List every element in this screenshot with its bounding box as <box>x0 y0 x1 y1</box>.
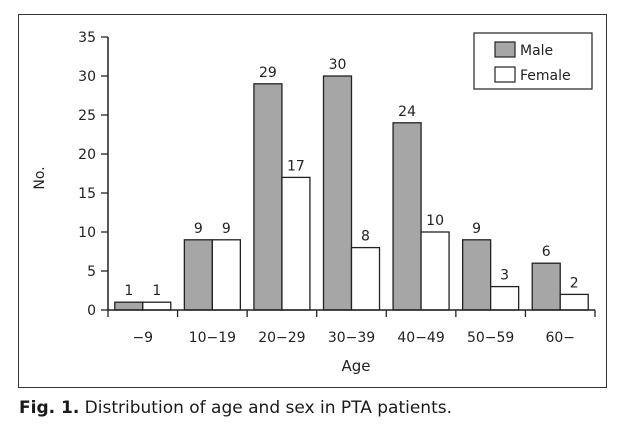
y-tick-label-0: 0 <box>87 303 96 319</box>
x-tick-label-2: 20−29 <box>258 330 305 346</box>
x-tick-label-1: 10−19 <box>189 330 236 346</box>
legend-box <box>473 32 593 90</box>
x-tick-label-0: −9 <box>132 330 153 346</box>
axis-layer <box>101 36 596 317</box>
bar-female-0 <box>142 301 172 311</box>
bar-female-4 <box>420 231 450 311</box>
x-tick-label-3: 30−39 <box>328 330 375 346</box>
data-label-male-1: 9 <box>194 221 203 237</box>
bars-layer <box>114 75 589 311</box>
data-label-female-4: 10 <box>426 213 444 229</box>
x-tick-label-4: 40−49 <box>397 330 444 346</box>
y-tick-label-4: 20 <box>78 147 96 163</box>
bar-male-3 <box>322 75 353 311</box>
bar-female-6 <box>559 293 589 311</box>
bar-male-6 <box>531 262 561 311</box>
bar-female-5 <box>489 285 520 311</box>
bar-male-5 <box>461 239 492 311</box>
data-label-male-4: 24 <box>398 104 416 120</box>
bar-male-0 <box>114 301 144 311</box>
x-axis-title: Age <box>341 357 370 375</box>
legend-label-male: Male <box>520 43 553 59</box>
data-label-male-0: 1 <box>124 283 133 299</box>
data-label-female-5: 3 <box>500 268 509 284</box>
y-tick-label-1: 5 <box>87 264 96 280</box>
y-tick-label-5: 25 <box>78 108 96 124</box>
y-tick-label-7: 35 <box>78 30 96 46</box>
data-label-female-3: 8 <box>361 229 370 245</box>
data-label-female-2: 17 <box>287 158 305 174</box>
legend: Male Female <box>473 32 593 90</box>
legend-swatch-female <box>494 66 516 83</box>
data-label-male-6: 6 <box>542 244 551 260</box>
x-tick-label-6: 60− <box>545 330 575 346</box>
x-tick-label-5: 50−59 <box>467 330 514 346</box>
data-label-male-2: 29 <box>259 65 277 81</box>
data-label-female-0: 1 <box>152 283 161 299</box>
figure-caption: Fig. 1. Distribution of age and sex in P… <box>19 398 452 418</box>
y-tick-label-2: 10 <box>78 225 96 241</box>
data-label-female-6: 2 <box>570 275 579 291</box>
bar-male-1 <box>183 239 214 311</box>
legend-label-female: Female <box>520 68 571 84</box>
legend-swatch-male <box>494 41 516 58</box>
caption-text: Distribution of age and sex in PTA patie… <box>79 398 453 418</box>
y-tick-label-6: 30 <box>78 69 96 85</box>
labels-layer: 1 1−99 910−19291720−2930830−39241040−49935… <box>78 30 579 346</box>
bar-male-2 <box>253 83 283 311</box>
y-axis-title: No. <box>32 166 48 189</box>
caption-label: Fig. 1. <box>19 398 80 418</box>
y-tick-label-3: 15 <box>78 186 96 202</box>
bar-female-3 <box>350 246 381 311</box>
bar-female-2 <box>281 176 311 311</box>
data-label-female-1: 9 <box>222 221 231 237</box>
data-label-male-5: 9 <box>472 221 481 237</box>
data-label-male-3: 30 <box>329 57 347 73</box>
bar-female-1 <box>211 239 242 311</box>
bar-male-4 <box>392 122 422 311</box>
